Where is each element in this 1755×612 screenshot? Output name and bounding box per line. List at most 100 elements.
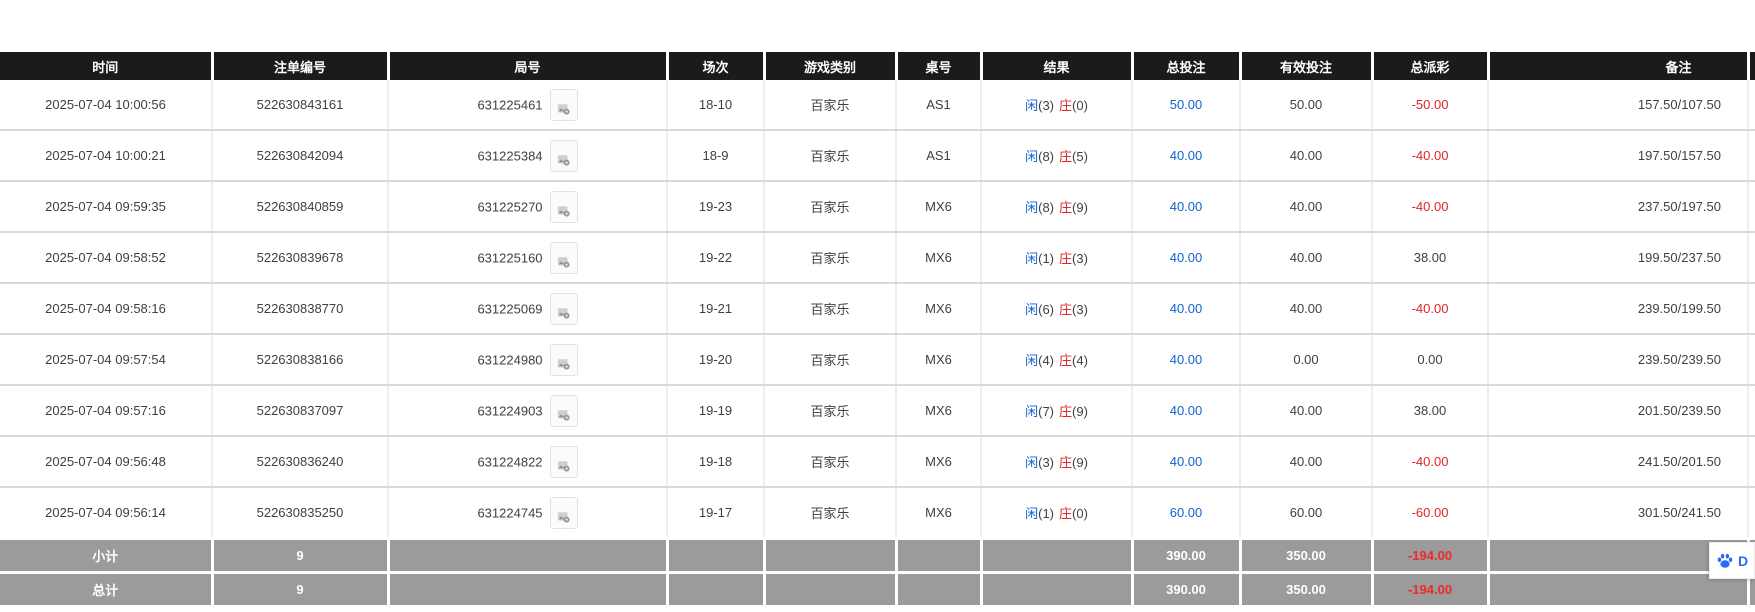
cell-remark: 201.50/239.50 <box>1487 385 1748 437</box>
cell-table-no: MX6 <box>895 181 981 233</box>
replay-icon[interactable] <box>549 292 578 325</box>
subtotal-row: 小计 9 390.00 350.00 -194.00 <box>0 537 1755 573</box>
cell-session: 18-9 <box>666 130 764 182</box>
table-row: 2025-07-04 10:00:56 522630843161 631225461… <box>0 80 1755 131</box>
cell-session: 19-21 <box>666 283 764 335</box>
round-number: 631224745 <box>477 505 543 520</box>
cell-time: 2025-07-04 10:00:56 <box>0 80 212 131</box>
cell-session: 19-17 <box>666 487 764 540</box>
total-bet-link[interactable]: 40.00 <box>1169 403 1203 418</box>
footer-table-no-empty <box>894 571 981 605</box>
total-bet-link[interactable]: 40.00 <box>1169 199 1203 214</box>
column-header-table_no: 桌号 <box>894 52 981 80</box>
cell-game-type: 百家乐 <box>763 436 896 488</box>
column-header-session: 场次 <box>665 52 764 80</box>
cell-cutoff <box>1747 436 1755 488</box>
banker-score: (3) <box>1072 251 1088 266</box>
column-header-valid_bet: 有效投注 <box>1238 52 1372 80</box>
total-bet-link[interactable]: 40.00 <box>1169 148 1203 163</box>
player-score: (3) <box>1038 455 1054 470</box>
banker-score: (0) <box>1072 98 1088 113</box>
cell-payout: 0.00 <box>1371 334 1488 386</box>
floating-widget[interactable]: D <box>1709 542 1755 579</box>
round-number: 631225069 <box>477 301 543 316</box>
footer-count: 9 <box>210 537 388 573</box>
cell-bet-id: 522630838166 <box>211 334 388 386</box>
cell-payout: -60.00 <box>1371 487 1488 540</box>
cell-valid-bet: 60.00 <box>1239 487 1372 540</box>
table-row: 2025-07-04 09:56:48 522630836240 631224822… <box>0 436 1755 488</box>
cell-payout: -40.00 <box>1371 181 1488 233</box>
cell-round: 631225461 <box>387 80 667 131</box>
player-label: 闲 <box>1025 506 1039 521</box>
cell-bet-id: 522630840859 <box>211 181 388 233</box>
table-row: 2025-07-04 09:56:14 522630835250 631224745… <box>0 487 1755 540</box>
footer-remark-empty <box>1486 571 1748 605</box>
table-row: 2025-07-04 09:58:16 522630838770 631225069… <box>0 283 1755 335</box>
cell-session: 19-18 <box>666 436 764 488</box>
cell-result: 闲(8) 庄(9) <box>980 181 1132 233</box>
column-header-total_bet: 总投注 <box>1130 52 1240 80</box>
replay-icon[interactable] <box>549 394 578 427</box>
replay-icon[interactable] <box>549 241 578 274</box>
column-header-remark: 备注 <box>1486 52 1748 80</box>
cell-remark: 197.50/157.50 <box>1487 130 1748 182</box>
banker-label: 庄 <box>1059 98 1073 113</box>
total-bet-link[interactable]: 40.00 <box>1169 301 1203 316</box>
replay-icon[interactable] <box>549 496 578 529</box>
cell-cutoff <box>1747 283 1755 335</box>
cell-game-type: 百家乐 <box>763 334 896 386</box>
cell-cutoff <box>1747 334 1755 386</box>
footer-round-empty <box>386 571 667 605</box>
cell-cutoff <box>1747 487 1755 540</box>
cell-result: 闲(4) 庄(4) <box>980 334 1132 386</box>
bet-records-table: 时间 注单编号 局号 场次 游戏类别 桌号 结果 总投注 有效投注 总派彩 备注 2025-07-0… <box>0 52 1755 605</box>
cell-bet-id: 522630837097 <box>211 385 388 437</box>
player-score: (6) <box>1038 302 1054 317</box>
replay-icon[interactable] <box>549 190 578 223</box>
footer-total-bet: 390.00 <box>1130 571 1240 605</box>
footer-table-no-empty <box>894 537 981 573</box>
total-bet-link[interactable]: 40.00 <box>1169 250 1203 265</box>
column-header-round: 局号 <box>386 52 667 80</box>
replay-icon[interactable] <box>549 139 578 172</box>
replay-icon[interactable] <box>549 88 578 121</box>
cell-total-bet: 40.00 <box>1131 181 1240 233</box>
cell-table-no: MX6 <box>895 283 981 335</box>
banker-label: 庄 <box>1059 200 1073 215</box>
round-number: 631224903 <box>477 403 543 418</box>
column-header-game_type: 游戏类别 <box>762 52 896 80</box>
total-bet-link[interactable]: 60.00 <box>1169 505 1203 520</box>
total-bet-link[interactable]: 40.00 <box>1169 454 1203 469</box>
cell-result: 闲(7) 庄(9) <box>980 385 1132 437</box>
banker-score: (9) <box>1072 404 1088 419</box>
cell-round: 631224745 <box>387 487 667 540</box>
cell-bet-id: 522630836240 <box>211 436 388 488</box>
cell-payout: -40.00 <box>1371 436 1488 488</box>
banker-label: 庄 <box>1059 149 1073 164</box>
cell-valid-bet: 40.00 <box>1239 232 1372 284</box>
cell-game-type: 百家乐 <box>763 283 896 335</box>
cell-bet-id: 522630842094 <box>211 130 388 182</box>
column-header-time: 时间 <box>0 52 212 80</box>
replay-icon[interactable] <box>549 343 578 376</box>
cell-total-bet: 40.00 <box>1131 130 1240 182</box>
replay-icon[interactable] <box>549 445 578 478</box>
cell-round: 631225069 <box>387 283 667 335</box>
cell-total-bet: 60.00 <box>1131 487 1240 540</box>
player-label: 闲 <box>1025 98 1039 113</box>
cell-session: 19-20 <box>666 334 764 386</box>
cell-table-no: AS1 <box>895 130 981 182</box>
table-header-row: 时间 注单编号 局号 场次 游戏类别 桌号 结果 总投注 有效投注 总派彩 备注 <box>0 52 1755 80</box>
paw-icon <box>1716 552 1734 570</box>
banker-score: (9) <box>1072 200 1088 215</box>
footer-payout: -194.00 <box>1370 537 1488 573</box>
total-bet-link[interactable]: 50.00 <box>1169 97 1203 112</box>
banker-label: 庄 <box>1059 455 1073 470</box>
cell-valid-bet: 40.00 <box>1239 181 1372 233</box>
player-label: 闲 <box>1025 302 1039 317</box>
footer-count: 9 <box>210 571 388 605</box>
cell-cutoff <box>1747 130 1755 182</box>
banker-score: (5) <box>1072 149 1088 164</box>
total-bet-link[interactable]: 40.00 <box>1169 352 1203 367</box>
